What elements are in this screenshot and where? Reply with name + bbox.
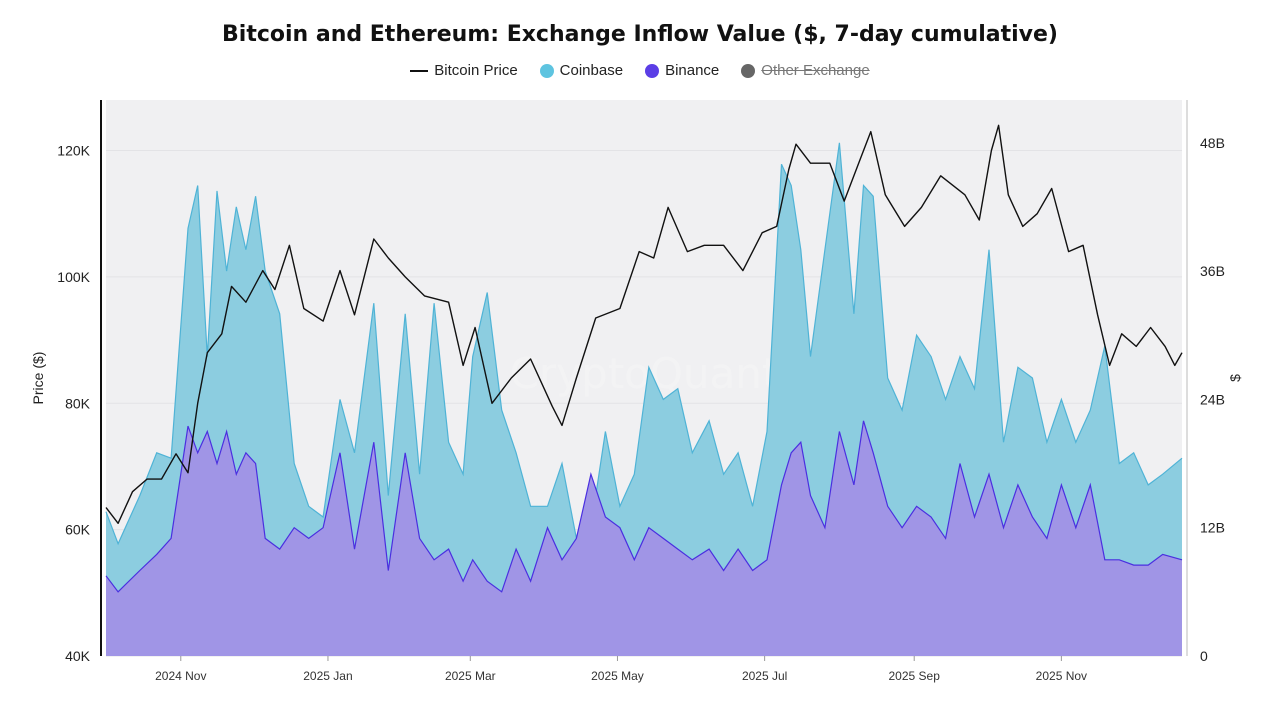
y-tick-label: 80K	[65, 395, 91, 411]
y-axis-title: Price ($)	[30, 352, 46, 405]
legend-label: Coinbase	[559, 62, 624, 79]
series-areas	[105, 142, 1183, 657]
y-tick-label: 100K	[57, 269, 90, 285]
legend-item-binance[interactable]: Binance	[645, 62, 719, 79]
legend-label: Other Exchange	[761, 62, 870, 79]
x-tick-label: 2025 Sep	[889, 669, 941, 683]
area-edge-coinbase	[105, 142, 1183, 546]
legend-dot-icon	[645, 63, 660, 78]
x-tick-label: 2024 Nov	[155, 669, 206, 683]
legend-line-icon	[410, 69, 429, 72]
x-tick-label: 2025 Jul	[742, 669, 787, 683]
x-tick-label: 2025 Mar	[445, 669, 496, 683]
y-axis-ticks: 40K 60K 80K 100K 120K	[57, 143, 90, 664]
x-tick-label: 2025 May	[591, 669, 644, 683]
y-tick-label: 120K	[57, 143, 90, 159]
chart-legend: Bitcoin Price Coinbase Binance Other Exc…	[0, 62, 1280, 79]
legend-dot-icon	[741, 63, 756, 78]
y-tick-label: 60K	[65, 522, 91, 538]
chart-title: Bitcoin and Ethereum: Exchange Inflow Va…	[222, 22, 1058, 47]
y2-tick-label: 0	[1200, 648, 1208, 664]
legend-label: Bitcoin Price	[434, 62, 518, 79]
watermark: CryptoQuant	[510, 349, 779, 398]
y-tick-label: 40K	[65, 648, 91, 664]
y2-tick-label: 36B	[1200, 263, 1225, 279]
y2-tick-label: 48B	[1200, 135, 1225, 151]
y2-axis-title: $	[1227, 374, 1243, 382]
y2-axis-ticks: 0 12B 24B 36B 48B	[1200, 135, 1225, 664]
area-edge-binance	[105, 420, 1183, 593]
y2-tick-label: 12B	[1200, 520, 1225, 536]
x-tick-label: 2025 Jan	[303, 669, 352, 683]
legend-dot-icon	[539, 63, 554, 78]
series-lines	[105, 124, 1183, 524]
x-tick-label: 2025 Nov	[1036, 669, 1087, 683]
legend-item-other-exchange[interactable]: Other Exchange	[741, 62, 870, 79]
legend-item-bitcoin-price[interactable]: Bitcoin Price	[410, 62, 518, 79]
legend-label: Binance	[665, 62, 720, 79]
x-axis-ticks: 2024 Nov 2025 Jan 2025 Mar 2025 May 2025 Jul…	[155, 656, 1087, 683]
legend-item-coinbase[interactable]: Coinbase	[539, 62, 624, 79]
y2-tick-label: 24B	[1200, 391, 1225, 407]
line-bitcoin-price	[105, 124, 1183, 524]
